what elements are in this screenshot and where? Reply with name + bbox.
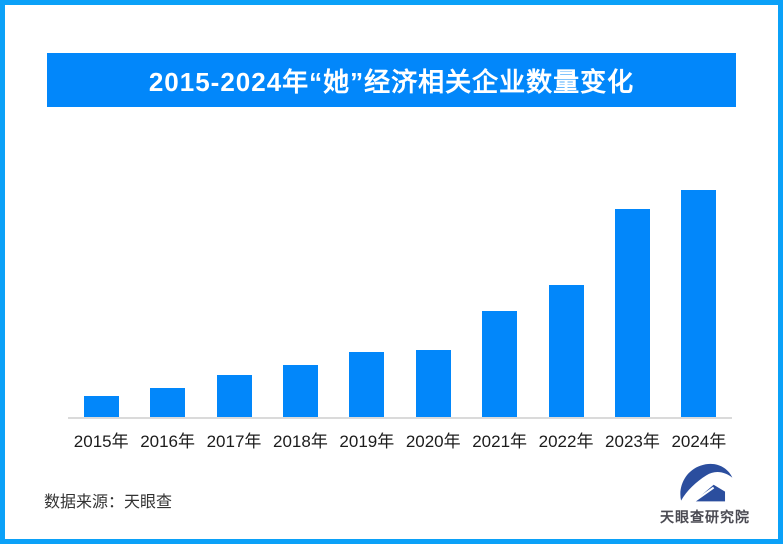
bar-slot [134, 177, 200, 417]
bar-slot [400, 177, 466, 417]
x-tick-label: 2024年 [671, 432, 727, 451]
bar-2016年 [150, 388, 186, 417]
x-tick-label: 2021年 [472, 432, 528, 451]
bar-slot [334, 177, 400, 417]
bar-slot [267, 177, 333, 417]
bar-2017年 [216, 375, 252, 417]
bar-slot [68, 177, 134, 417]
bar-2018年 [282, 365, 318, 417]
bar-slot [201, 177, 267, 417]
bar-slot [466, 177, 532, 417]
data-source-note: 数据来源：天眼查 [44, 494, 173, 511]
chart-title-banner: 2015-2024年“她”经济相关企业数量变化 [47, 53, 736, 107]
brand-logo: 天眼查研究院 [650, 463, 760, 527]
x-tick-label: 2015年 [73, 432, 129, 451]
bar-2023年 [614, 209, 650, 417]
x-tick-label: 2016年 [140, 432, 196, 451]
bar-2015年 [83, 396, 119, 417]
x-tick-label: 2022年 [538, 432, 594, 451]
bar-slot [666, 177, 732, 417]
bar-2024年 [681, 190, 717, 417]
plot-area [68, 177, 732, 419]
x-axis-labels: 2015年 2016年 2017年 2018年 2019年 2020年 2021年 2022年… [68, 427, 732, 452]
bar-2021年 [482, 311, 518, 417]
x-tick-label: 2020年 [405, 432, 461, 451]
bar-slot [533, 177, 599, 417]
chart-title: 2015-2024年“她”经济相关企业数量变化 [148, 66, 635, 97]
x-tick-label: 2018年 [273, 432, 328, 451]
x-tick-label: 2023年 [605, 432, 660, 451]
bar-2019年 [349, 352, 385, 417]
bar-2020年 [415, 350, 451, 417]
tianyancha-eye-house-icon [679, 463, 732, 503]
brand-logo-label: 天眼查研究院 [660, 509, 750, 525]
x-tick-label: 2017年 [206, 432, 262, 451]
bar-slot [599, 177, 665, 417]
x-tick-label: 2019年 [339, 432, 395, 451]
bar-2022年 [548, 285, 584, 417]
